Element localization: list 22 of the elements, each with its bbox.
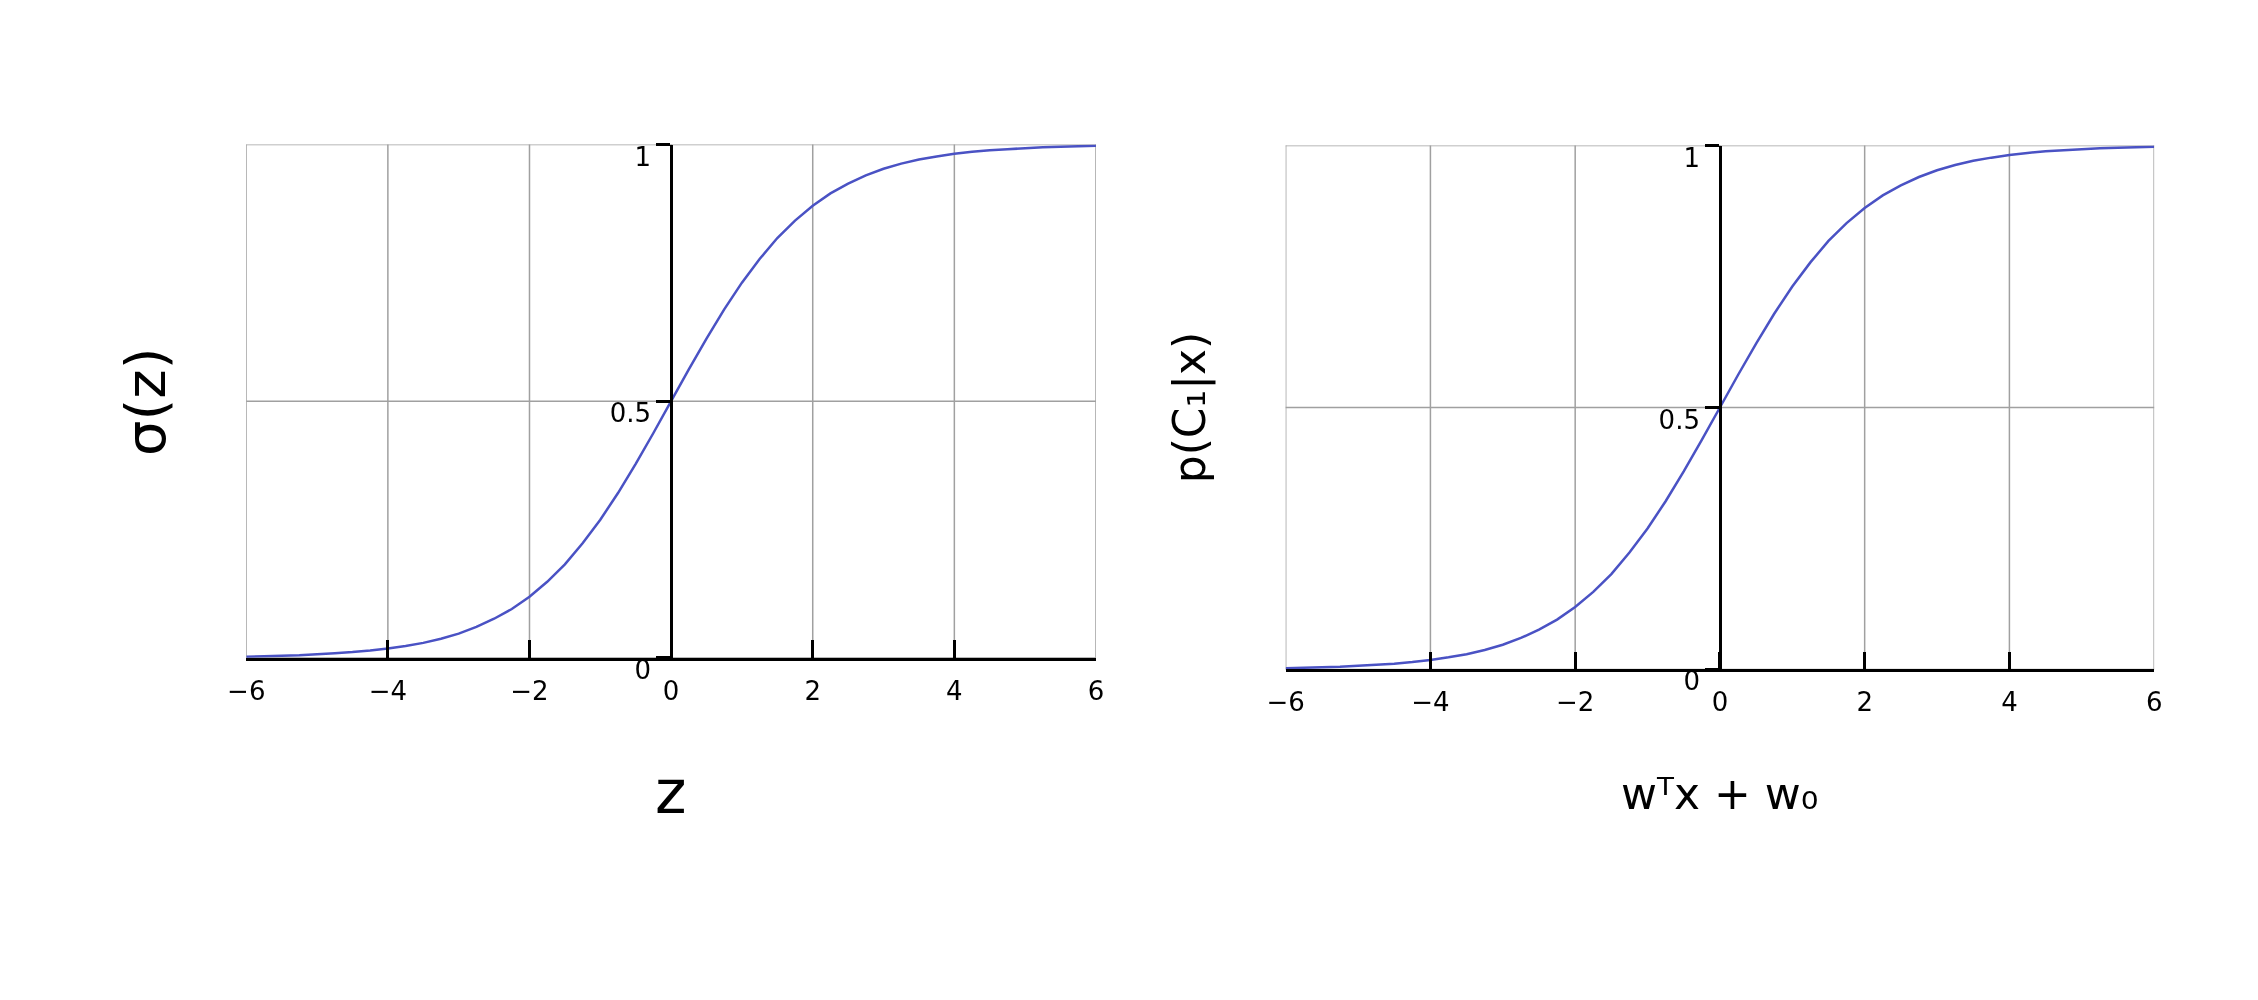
x-tick-label: 0 — [1711, 687, 1729, 718]
y-axis-title: p(C₁|x) — [1164, 331, 1217, 484]
x-tick-label: 0 — [662, 675, 680, 706]
x-tick-label: −6 — [1266, 687, 1305, 718]
x-axis-title: wᵀx + w₀ — [1621, 768, 1819, 819]
x-tick-label: −2 — [510, 675, 549, 706]
x-tick-label: −4 — [1411, 687, 1450, 718]
x-tick-label: 2 — [1856, 687, 1873, 718]
x-tick-label: 6 — [2145, 687, 2163, 718]
y-tick-label: 1 — [1683, 142, 1700, 173]
x-axis-title: z — [655, 757, 687, 827]
x-tick-label: −6 — [227, 675, 266, 706]
x-tick-label: −4 — [368, 675, 408, 706]
y-axis-title: σ(z) — [112, 347, 178, 456]
x-tick-label: 4 — [946, 675, 963, 706]
x-tick-label: −2 — [1556, 687, 1595, 718]
y-tick-label: 1 — [634, 141, 652, 172]
y-tick-label: 0.5 — [1658, 404, 1700, 435]
y-tick-label: 0.5 — [609, 398, 652, 429]
x-tick-label: 2 — [804, 675, 821, 706]
x-tick-label: 4 — [2001, 687, 2018, 718]
x-tick-label: 6 — [1087, 675, 1105, 706]
